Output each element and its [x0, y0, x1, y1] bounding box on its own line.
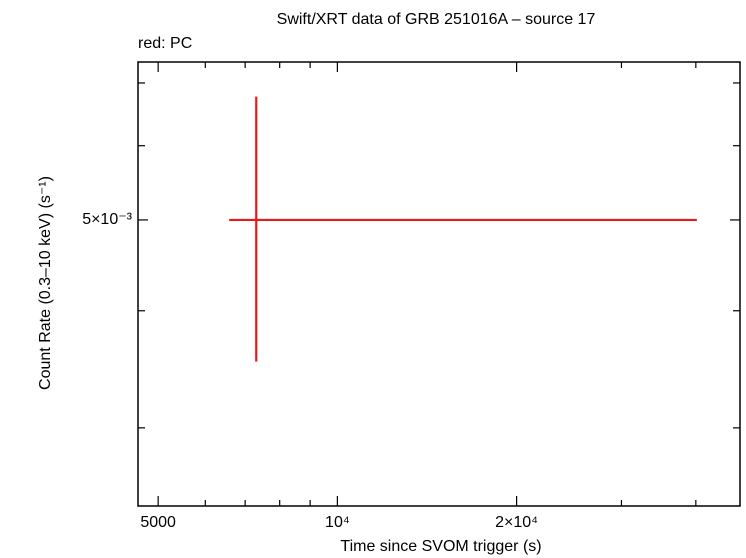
x-tick-label: 5000	[140, 514, 176, 531]
y-tick-label: 5×10⁻³	[82, 211, 132, 228]
annotation: red: PC	[138, 35, 192, 52]
y-axis-label: Count Rate (0.3–10 keV) (s⁻¹)	[37, 176, 54, 390]
x-axis-label: Time since SVOM trigger (s)	[340, 538, 541, 555]
plot-frame	[137, 61, 741, 507]
x-tick-label: 10⁴	[325, 514, 350, 531]
chart-title: Swift/XRT data of GRB 251016A – source 1…	[277, 11, 596, 28]
x-tick-label: 2×10⁴	[495, 514, 538, 531]
